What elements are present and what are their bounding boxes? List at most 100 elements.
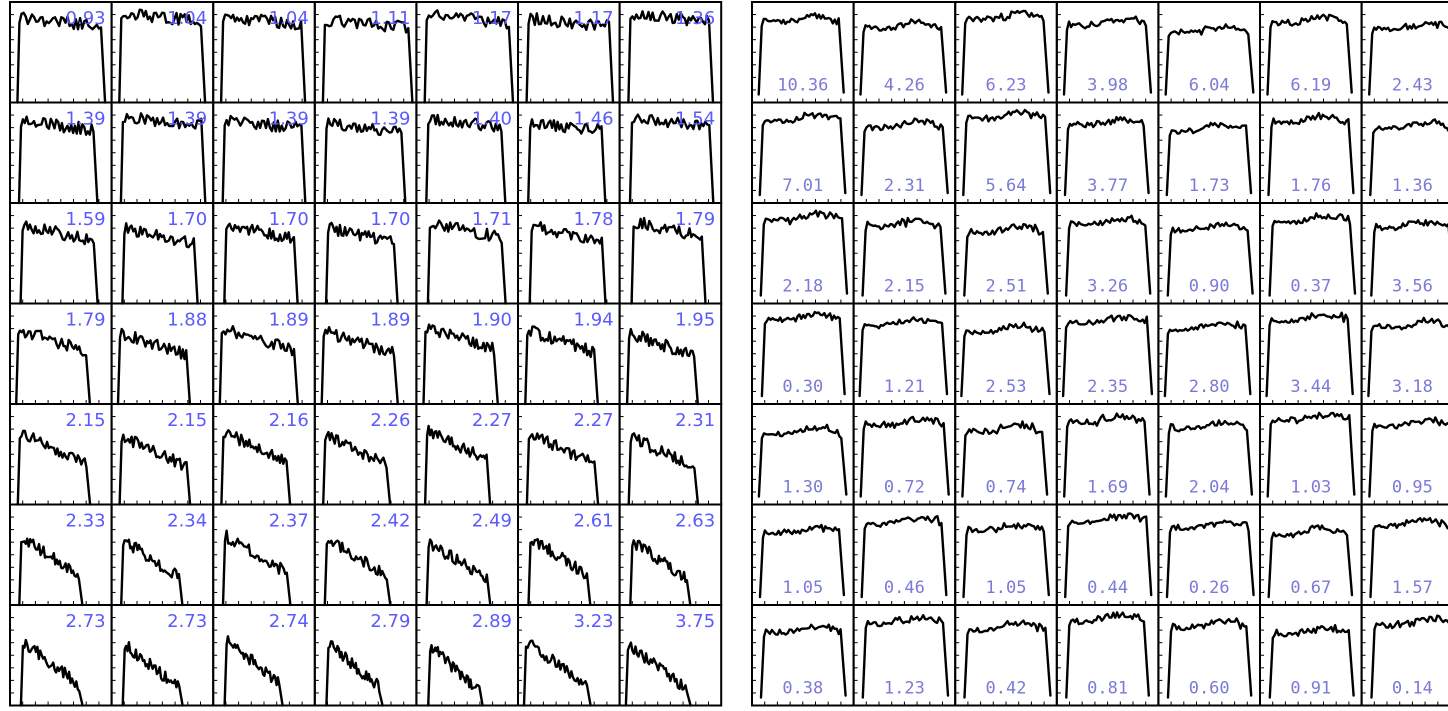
subplot: 1.36: [618, 1, 723, 104]
subplot: 0.44: [1055, 503, 1160, 606]
subplot: 0.81: [1055, 604, 1160, 707]
subplot: 0.42: [954, 604, 1058, 707]
subplot-value-label: 7.01: [782, 176, 823, 196]
subplot: 1.04: [110, 1, 215, 104]
subplot: 2.80: [1157, 302, 1262, 405]
subplot-value-label: 1.39: [370, 109, 410, 130]
spectrum-curve: [118, 8, 207, 104]
subplot: 3.18: [1360, 302, 1448, 405]
spectrum-curve: [1368, 416, 1448, 498]
subplot-value-label: 3.44: [1290, 377, 1331, 397]
spectrum-curve: [321, 430, 392, 506]
spectrum-curve: [16, 429, 92, 506]
subplot: 2.31: [618, 403, 723, 506]
subplot: 1.78: [517, 202, 621, 305]
subplot: 10.36: [751, 1, 855, 104]
subplot-value-label: 3.26: [1087, 277, 1128, 297]
spectrum-curve: [629, 539, 692, 607]
subplot-value-label: 2.73: [167, 611, 207, 632]
subplot: 1.95: [618, 302, 723, 406]
subplot-value-label: 1.70: [269, 209, 309, 230]
subplot-value-label: 2.74: [269, 611, 309, 632]
subplot: 1.70: [212, 202, 316, 305]
spectrum-curve: [859, 415, 950, 498]
subplot: 0.93: [9, 1, 113, 104]
spectrum-curve: [624, 641, 692, 707]
spectrum-curve: [425, 538, 492, 607]
spectrum-curve: [963, 619, 1052, 699]
subplot: 1.76: [1259, 101, 1363, 204]
subplot-value-label: 3.56: [1392, 277, 1433, 297]
subplot-value-label: 1.23: [884, 679, 925, 699]
subplot: 1.17: [517, 1, 621, 104]
subplot-value-label: 2.89: [472, 611, 512, 632]
subplot-value-label: 5.64: [986, 176, 1027, 196]
subplot-value-label: 2.31: [884, 176, 925, 196]
subplot: 0.14: [1360, 604, 1448, 707]
subplot-value-label: 2.35: [1087, 377, 1128, 397]
subplot-value-label: 1.11: [370, 8, 410, 29]
subplot: 0.90: [1157, 202, 1262, 305]
subplot: 2.15: [9, 403, 113, 506]
spectrum-curve: [758, 111, 847, 197]
subplot: 0.37: [1259, 202, 1363, 305]
subplot: 1.69: [1055, 403, 1160, 506]
subplot-value-label: 0.81: [1087, 679, 1128, 699]
subplot: 2.18: [751, 202, 855, 305]
spectrum-curve: [1064, 512, 1153, 599]
spectrum-curve: [1164, 419, 1254, 498]
subplot: 1.21: [852, 302, 957, 405]
subplot: 1.39: [110, 101, 215, 205]
subplot: 2.16: [212, 403, 316, 506]
subplot: 2.53: [954, 302, 1058, 405]
subplot: 2.49: [415, 503, 519, 607]
subplot-value-label: 2.42: [370, 511, 410, 532]
subplot: 1.90: [415, 302, 519, 406]
subplot-value-label: 1.04: [269, 8, 309, 29]
subplot: 1.03: [1259, 403, 1363, 506]
spectrum-curve: [1268, 212, 1357, 297]
subplot: 2.42: [313, 503, 418, 607]
subplot: 2.79: [313, 604, 418, 707]
subplot: 0.60: [1157, 604, 1262, 707]
spectrum-curve: [19, 220, 99, 305]
subplot: 0.67: [1259, 503, 1363, 606]
spectrum-curve: [528, 221, 607, 305]
subplot-value-label: 2.61: [574, 511, 614, 532]
right-panel-grid: 10.36 4.26 6.23 3.98 6.04 6.19 2.43 7.01 2.31 5.6…: [751, 1, 1448, 707]
subplot: 2.73: [110, 604, 215, 707]
subplot-value-label: 1.05: [782, 578, 823, 598]
spectrum-curve: [1164, 23, 1255, 96]
subplot-value-label: 0.67: [1290, 578, 1331, 598]
subplot-value-label: 10.36: [777, 76, 828, 96]
subplot: 2.63: [618, 503, 723, 607]
subplot: 1.70: [110, 202, 215, 305]
subplot-value-label: 1.03: [1290, 478, 1331, 498]
subplot-value-label: 1.89: [370, 310, 410, 331]
subplot-value-label: 1.94: [574, 310, 614, 331]
spectrum-curve: [425, 113, 507, 205]
spectrum-curve: [1367, 316, 1448, 398]
subplot: 3.98: [1055, 1, 1160, 104]
subplot: 0.30: [751, 302, 855, 405]
spectrum-curve: [218, 325, 299, 406]
spectrum-curve: [223, 635, 284, 707]
spectrum-curve: [324, 221, 399, 305]
subplot-value-label: 3.98: [1087, 76, 1128, 96]
subplot: 3.56: [1360, 202, 1448, 305]
subplot-value-label: 1.95: [675, 310, 715, 331]
spectrum-curve: [961, 420, 1049, 498]
subplot-value-label: 1.57: [1392, 578, 1433, 598]
subplot: 4.26: [852, 1, 957, 104]
subplot: 1.39: [9, 101, 113, 205]
spectrum-curve: [858, 316, 949, 398]
subplot: 2.04: [1157, 403, 1262, 506]
subplot-value-label: 2.79: [370, 611, 410, 632]
spectrum-curve: [1369, 118, 1448, 197]
subplot: 2.51: [954, 202, 1058, 305]
subplot-value-label: 2.49: [472, 511, 512, 532]
subplot: 7.01: [751, 101, 855, 204]
subplot-value-label: 0.91: [1290, 679, 1331, 699]
spectrum-curve: [757, 423, 848, 498]
